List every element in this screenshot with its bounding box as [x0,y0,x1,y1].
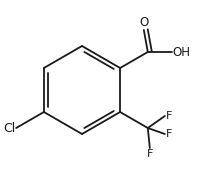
Text: O: O [139,16,149,29]
Text: F: F [166,111,172,121]
Text: F: F [147,149,153,159]
Text: Cl: Cl [3,122,15,135]
Text: F: F [166,129,172,139]
Text: OH: OH [173,46,191,59]
